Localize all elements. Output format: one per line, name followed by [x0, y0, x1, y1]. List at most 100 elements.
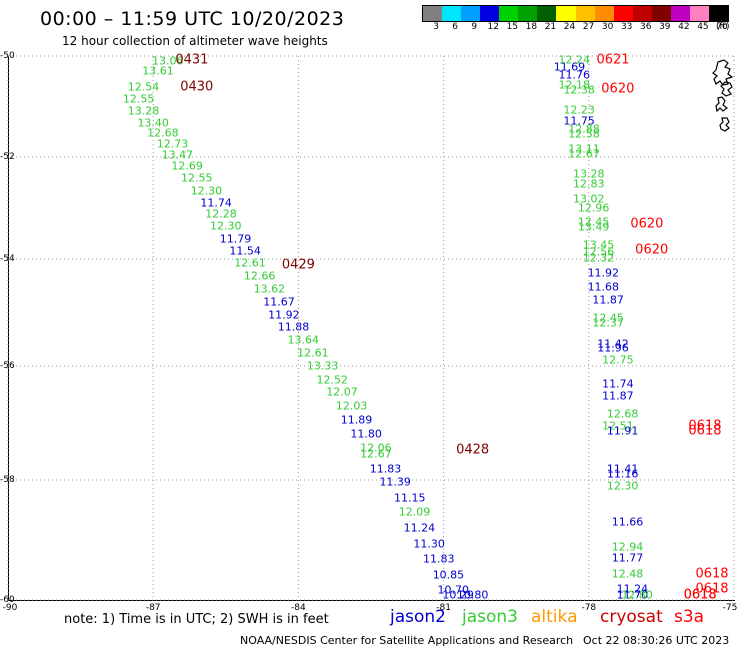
colorbar-swatch	[499, 6, 519, 21]
colorbar-swatch	[575, 6, 595, 21]
wave-height-value: 12.30	[210, 219, 242, 233]
pass-time-label: 0618	[695, 566, 729, 582]
colorbar-label: 12	[487, 22, 499, 32]
wave-height-value: 11.16	[606, 467, 639, 481]
wave-height-value: 11.24	[616, 582, 649, 596]
colorbar-swatch	[556, 6, 576, 21]
wave-height-value: 11.67	[263, 295, 295, 309]
wave-height-value: 12.67	[568, 147, 600, 161]
wave-height-value: 12.88	[568, 122, 600, 136]
wave-height-value: 13.49	[577, 220, 610, 234]
wave-height-value: 11.92	[268, 308, 300, 322]
legend-jason3: jason3	[462, 607, 518, 627]
wave-height-value: 12.51	[602, 419, 634, 433]
pass-time-label: 0618	[688, 423, 722, 439]
wave-height-value: 11.68	[587, 280, 620, 294]
wave-height-value: 13.62	[253, 282, 286, 296]
colorbar-label: 3	[433, 22, 439, 32]
colorbar-swatch	[689, 6, 709, 21]
colorbar-label: 45	[697, 22, 709, 32]
colorbar-swatch	[518, 6, 538, 21]
colorbar-swatch	[537, 6, 557, 21]
wave-height-value: 12.55	[122, 92, 155, 106]
pass-time-label: 0618	[688, 418, 722, 434]
wave-height-value: 12.18	[558, 78, 591, 92]
wave-height-value: 13.28	[127, 104, 160, 118]
wave-height-value: 11.79	[219, 232, 252, 246]
wave-height-value: 11.42	[597, 337, 629, 351]
pass-time-label: 0618	[683, 587, 717, 603]
colorbar-label: 30	[601, 22, 614, 32]
wave-height-value: 12.03	[335, 399, 368, 413]
colorbar-label: 15	[506, 22, 519, 32]
wave-height-value: 13.28	[573, 167, 605, 181]
wave-height-value: 12.37	[592, 316, 624, 330]
wave-height-value: 12.30	[606, 479, 639, 493]
wave-height-value: 12.28	[205, 207, 237, 221]
colorbar-label: 36	[640, 22, 652, 32]
wave-height-value: 11.88	[277, 320, 310, 334]
colorbar-swatch	[651, 6, 671, 21]
y-tick-label: -58	[0, 475, 15, 485]
colorbar-label: 6	[452, 22, 458, 32]
pass-time-label: 0620	[630, 216, 664, 232]
wave-height-value: 12.61	[234, 256, 266, 270]
wave-height-value: 11.69	[553, 60, 586, 74]
pass-time-label: 0430	[180, 79, 214, 95]
footer-timestamp: Oct 22 08:30:26 UTC 2023	[583, 634, 730, 647]
wave-height-value: 11.30	[413, 537, 445, 551]
wave-height-value: 12.38	[563, 83, 595, 97]
wave-height-value: 12.55	[181, 171, 213, 185]
wave-height-value: 12.45	[577, 215, 610, 229]
wave-height-value: 11.87	[602, 389, 634, 403]
footer-credit: NOAA/NESDIS Center for Satellite Applica…	[240, 634, 574, 647]
wave-height-value: 13.61	[142, 64, 174, 78]
colorbar-swatch	[594, 6, 614, 21]
legend-altika: altika	[531, 607, 578, 627]
wave-height-value: 12.30	[190, 184, 223, 198]
wave-height-value: 13.64	[287, 333, 319, 347]
pass-time-label: 0620	[635, 242, 669, 258]
pass-time-label: 0431	[175, 52, 209, 68]
wave-height-value: 12.45	[592, 311, 624, 325]
wave-height-value: 12.06	[360, 441, 392, 455]
pass-time-label: 0618	[695, 581, 729, 597]
wave-height-value: 12.61	[297, 346, 329, 360]
note-text: note: 1) Time is in UTC; 2) SWH is in fe…	[64, 612, 329, 627]
wave-height-value: 12.56	[582, 245, 615, 259]
wave-height-value: 11.70	[616, 588, 649, 602]
wave-height-value: 11.66	[611, 515, 644, 529]
wave-height-value: 11.80	[350, 427, 382, 441]
x-tick-label: -90	[2, 603, 18, 613]
colorbar-swatch	[480, 6, 500, 21]
colorbar-swatch	[613, 6, 633, 21]
colorbar-swatch	[423, 6, 443, 21]
legend-s3a: s3a	[674, 607, 705, 627]
wave-height-value: 12.94	[611, 540, 644, 554]
wave-height-value: 11.15	[393, 491, 426, 505]
wave-height-value: 13.45	[582, 238, 615, 252]
wave-height-value: 12.58	[568, 127, 600, 141]
wave-height-value: 11.89	[340, 413, 373, 427]
wave-height-value: 12.73	[156, 137, 189, 151]
pass-time-label: 0620	[601, 81, 635, 97]
wave-height-value: 10.85	[432, 568, 465, 582]
wave-height-value: 12.96	[577, 201, 610, 215]
colorbar-label: 42	[678, 22, 690, 32]
colorbar-swatch	[670, 6, 690, 21]
y-tick-label: -54	[0, 254, 15, 264]
colorbar-label: 18	[525, 22, 538, 32]
wave-height-value: 10.29	[442, 588, 474, 602]
wave-height-value: 12.32	[582, 251, 615, 265]
wave-height-value: 11.75	[563, 114, 595, 128]
wave-height-value: 10.70	[437, 583, 470, 597]
wave-height-value: 11.24	[403, 521, 436, 535]
x-tick-label: -84	[291, 603, 306, 613]
wave-height-value: 12.48	[611, 567, 644, 581]
map-subtitle: 12 hour collection of altimeter wave hei…	[62, 34, 328, 48]
wave-height-value: 12.83	[573, 177, 605, 191]
wave-height-value: 11.83	[369, 462, 402, 476]
wave-height-value: 10.80	[456, 588, 489, 602]
x-tick-label: -78	[581, 603, 597, 613]
legend-cryosat: cryosat	[600, 607, 663, 627]
